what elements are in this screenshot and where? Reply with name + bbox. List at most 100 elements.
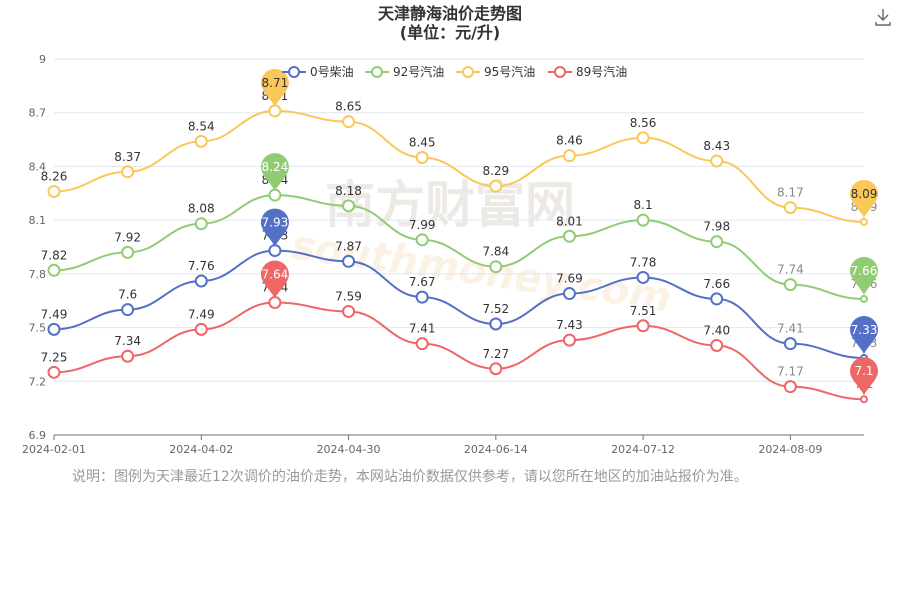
data-point — [47, 263, 61, 277]
data-label: 7.98 — [703, 220, 730, 234]
data-point — [342, 199, 356, 213]
data-point — [562, 333, 576, 347]
x-tick-label: 2024-06-14 — [464, 443, 528, 456]
pin-shape — [260, 153, 289, 192]
pin-marker: 7.1 — [850, 357, 878, 396]
pin-shape — [850, 357, 878, 396]
data-point — [47, 184, 61, 198]
data-label: 8.01 — [556, 214, 583, 228]
data-point — [710, 338, 724, 352]
data-point — [194, 217, 208, 231]
data-point — [860, 217, 868, 226]
data-point — [342, 254, 356, 268]
x-tick-label: 2024-02-01 — [22, 443, 86, 456]
data-point — [710, 154, 724, 168]
legend-label: 95号汽油 — [484, 64, 535, 79]
download-icon[interactable] — [872, 6, 894, 28]
data-point — [342, 115, 356, 129]
chart-title-line1: 天津静海油价走势图 — [377, 4, 522, 23]
data-label: 7.40 — [703, 323, 730, 337]
legend-item-3[interactable]: 89号汽油 — [548, 64, 627, 79]
data-label: 8.26 — [41, 169, 68, 183]
legend-item-2[interactable]: 95号汽油 — [456, 64, 535, 79]
pin-marker: 8.09 — [850, 179, 878, 218]
data-point — [268, 104, 282, 118]
data-point — [415, 290, 429, 304]
y-tick-label: 7.5 — [29, 322, 47, 335]
data-point — [194, 322, 208, 336]
data-point — [415, 337, 429, 351]
y-tick-label: 8.4 — [29, 160, 47, 173]
x-tick-label: 2024-08-09 — [758, 443, 822, 456]
data-point — [636, 213, 650, 227]
y-tick-label: 7.8 — [29, 268, 47, 281]
series-line — [53, 109, 865, 223]
data-point — [489, 179, 503, 193]
data-point — [710, 235, 724, 249]
data-label: 8.45 — [409, 135, 436, 149]
data-point — [194, 274, 208, 288]
data-point — [489, 260, 503, 274]
data-label: 8.17 — [777, 186, 804, 200]
pin-shape — [260, 260, 289, 299]
data-point — [121, 165, 135, 179]
data-point — [415, 233, 429, 247]
chart-title: 天津静海油价走势图 (单位：元/升) — [0, 4, 900, 42]
data-label: 7.49 — [41, 307, 68, 321]
data-label: 7.82 — [41, 248, 68, 262]
series-line — [53, 301, 865, 401]
data-point — [783, 380, 797, 394]
data-label: 7.69 — [556, 272, 583, 286]
data-label: 7.99 — [409, 218, 436, 232]
pin-marker: 7.33 — [850, 316, 878, 355]
data-label: 8.18 — [335, 184, 362, 198]
data-label: 7.78 — [630, 255, 657, 269]
data-label: 7.27 — [482, 347, 509, 361]
pin-marker: 7.66 — [850, 256, 878, 295]
pin-label: 8.24 — [262, 160, 289, 174]
data-point — [121, 349, 135, 363]
data-label: 7.34 — [114, 334, 141, 348]
y-tick-label: 8.7 — [29, 107, 47, 120]
data-point — [489, 362, 503, 376]
x-tick-label: 2024-04-02 — [169, 443, 233, 456]
series-line — [53, 194, 865, 300]
data-label: 7.87 — [335, 239, 362, 253]
data-point — [47, 365, 61, 379]
legend-item-1[interactable]: 92号汽油 — [365, 64, 444, 79]
data-point — [121, 245, 135, 259]
data-point — [268, 296, 282, 310]
data-point — [783, 337, 797, 351]
x-tick-label: 2024-04-30 — [317, 443, 381, 456]
pin-label: 7.64 — [262, 268, 289, 282]
data-point — [636, 131, 650, 145]
data-label: 7.17 — [777, 365, 804, 379]
watermark-cn: 南方财富网 — [325, 176, 575, 234]
data-label: 8.65 — [335, 100, 362, 114]
data-label: 7.6 — [118, 288, 137, 302]
data-label: 7.76 — [188, 259, 215, 273]
data-label: 7.25 — [41, 350, 68, 364]
data-label: 7.59 — [335, 289, 362, 303]
legend-item-0[interactable]: 0号柴油 — [282, 65, 354, 79]
data-point — [342, 304, 356, 318]
legend-marker — [288, 66, 300, 78]
series-line — [53, 249, 865, 360]
legend-marker — [462, 66, 474, 78]
data-point — [415, 150, 429, 164]
data-point — [268, 244, 282, 258]
data-point — [47, 322, 61, 336]
data-label: 8.54 — [188, 119, 215, 133]
pin-marker: 8.71 — [260, 68, 289, 107]
data-point — [860, 395, 868, 404]
data-label: 8.56 — [630, 116, 657, 130]
data-label: 7.52 — [482, 302, 509, 316]
pin-shape — [850, 316, 878, 355]
pin-label: 7.66 — [851, 264, 878, 278]
pin-shape — [850, 179, 878, 218]
pin-shape — [260, 208, 289, 247]
legend: 0号柴油 92号汽油 95号汽油 89号汽油 — [282, 64, 627, 79]
chart-note: 说明：图例为天津最近12次调价的油价走势，本网站油价数据仅供参考，请以您所在地区… — [72, 469, 748, 485]
pin-marker: 7.64 — [260, 260, 289, 299]
data-point — [783, 201, 797, 215]
